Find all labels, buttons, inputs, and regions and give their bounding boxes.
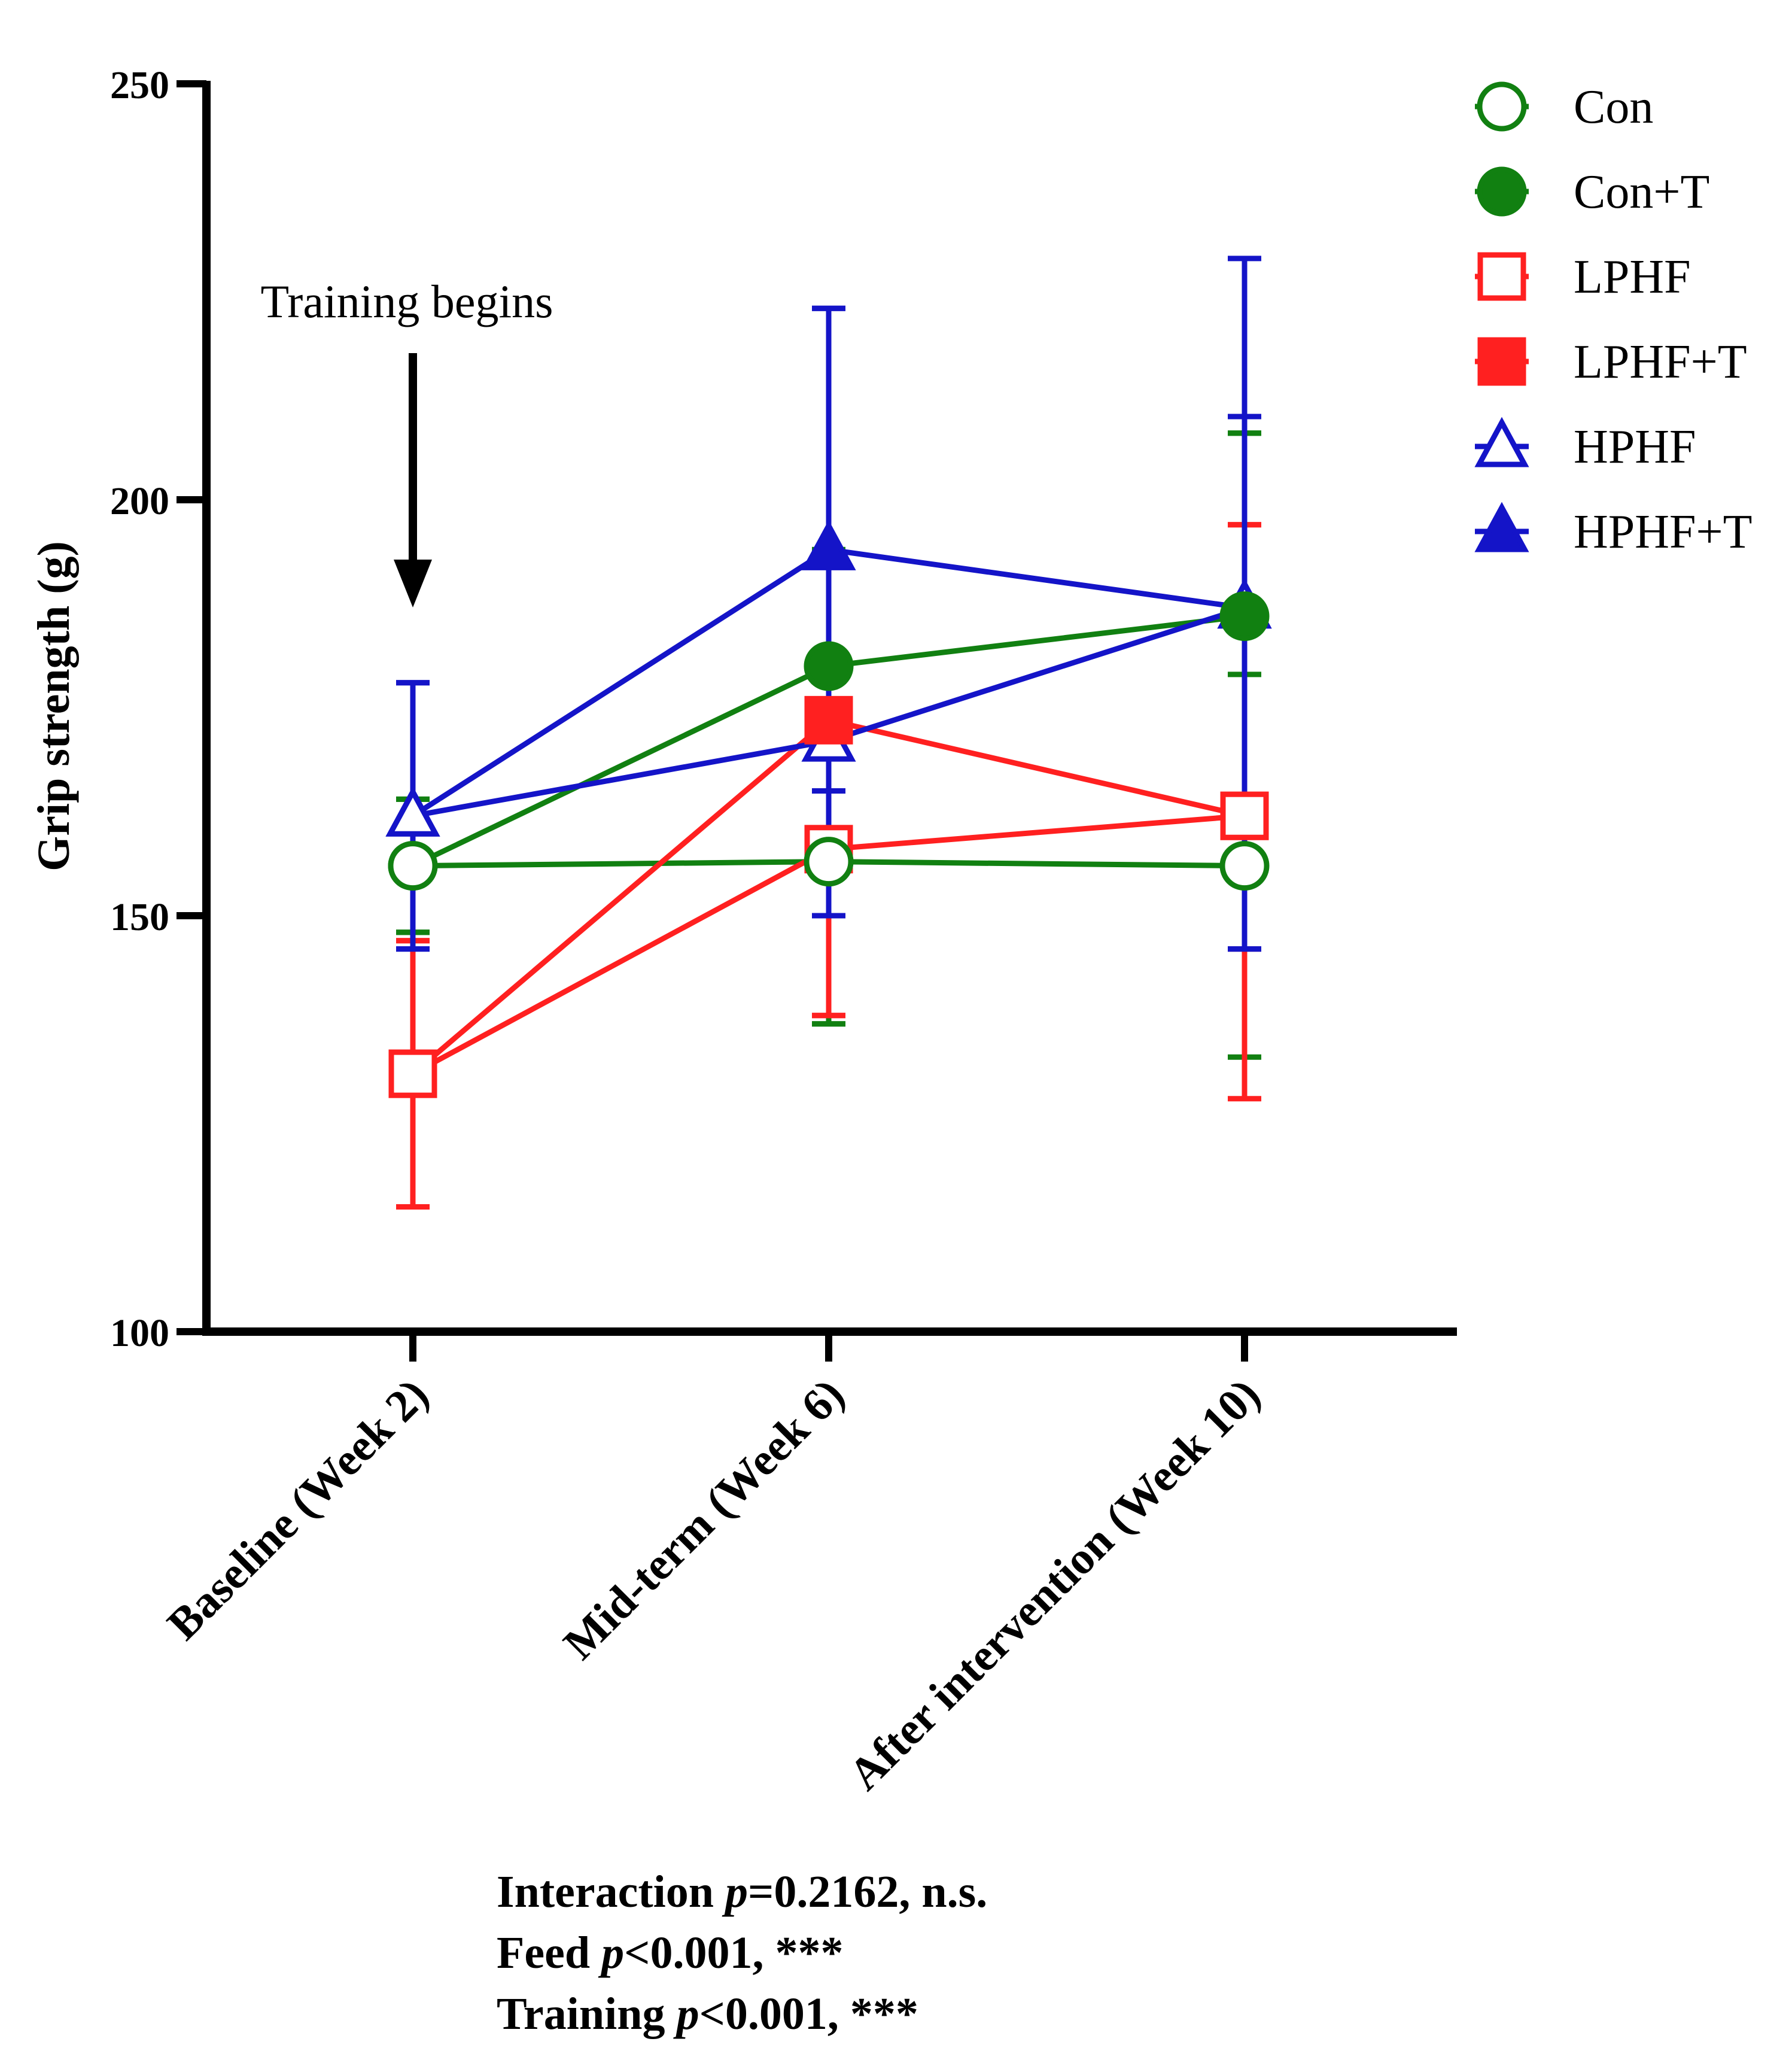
legend-marker [1477,337,1526,386]
y-tick-label: 150 [110,895,169,939]
data-point [1220,791,1269,840]
legend-marker [1477,166,1527,217]
legend-label: Con+T [1574,166,1709,218]
data-point [804,695,853,745]
data-point [388,1049,437,1098]
data-point [804,837,854,887]
legend-marker [1477,81,1527,132]
data-point [801,519,856,570]
annotation-arrow-head [394,560,432,607]
training-stat: Training p<0.001, *** [497,1989,918,2039]
statistics-summary: Interaction p=0.2162, n.s. Feed p<0.001,… [497,1861,987,2044]
data-point [804,641,854,691]
data-point [385,786,440,837]
annotation-text: Training begins [261,275,553,327]
legend-marker [1474,417,1529,467]
data-point [1219,591,1270,642]
legend: Con Con+T LPHF LPHF+T HPHF HPHF+T [1474,81,1753,558]
legend-marker [1477,252,1526,301]
data-point [388,841,438,891]
x-tick-label: After intervention (Week 10) [839,1369,1270,1800]
y-axis-label: Grip strength (g) [29,541,79,871]
y-tick-label: 250 [110,63,169,107]
y-tick-label: 100 [110,1311,169,1355]
y-tick-label: 200 [110,479,169,523]
x-tick-label: Baseline (Week 2) [158,1369,438,1649]
x-tick-label: Mid-term (Week 6) [554,1369,854,1669]
legend-marker [1474,502,1529,552]
data-markers [385,519,1272,1098]
legend-label: HPHF+T [1574,506,1753,558]
data-point [1219,841,1270,891]
legend-label: LPHF [1574,251,1691,303]
legend-label: HPHF [1574,421,1696,473]
legend-label: LPHF+T [1574,336,1747,388]
feed-stat: Feed p<0.001, *** [497,1928,844,1978]
annotation: Training begins [261,275,553,607]
legend-label: Con [1574,81,1653,133]
interaction-stat: Interaction p=0.2162, n.s. [497,1867,988,1917]
